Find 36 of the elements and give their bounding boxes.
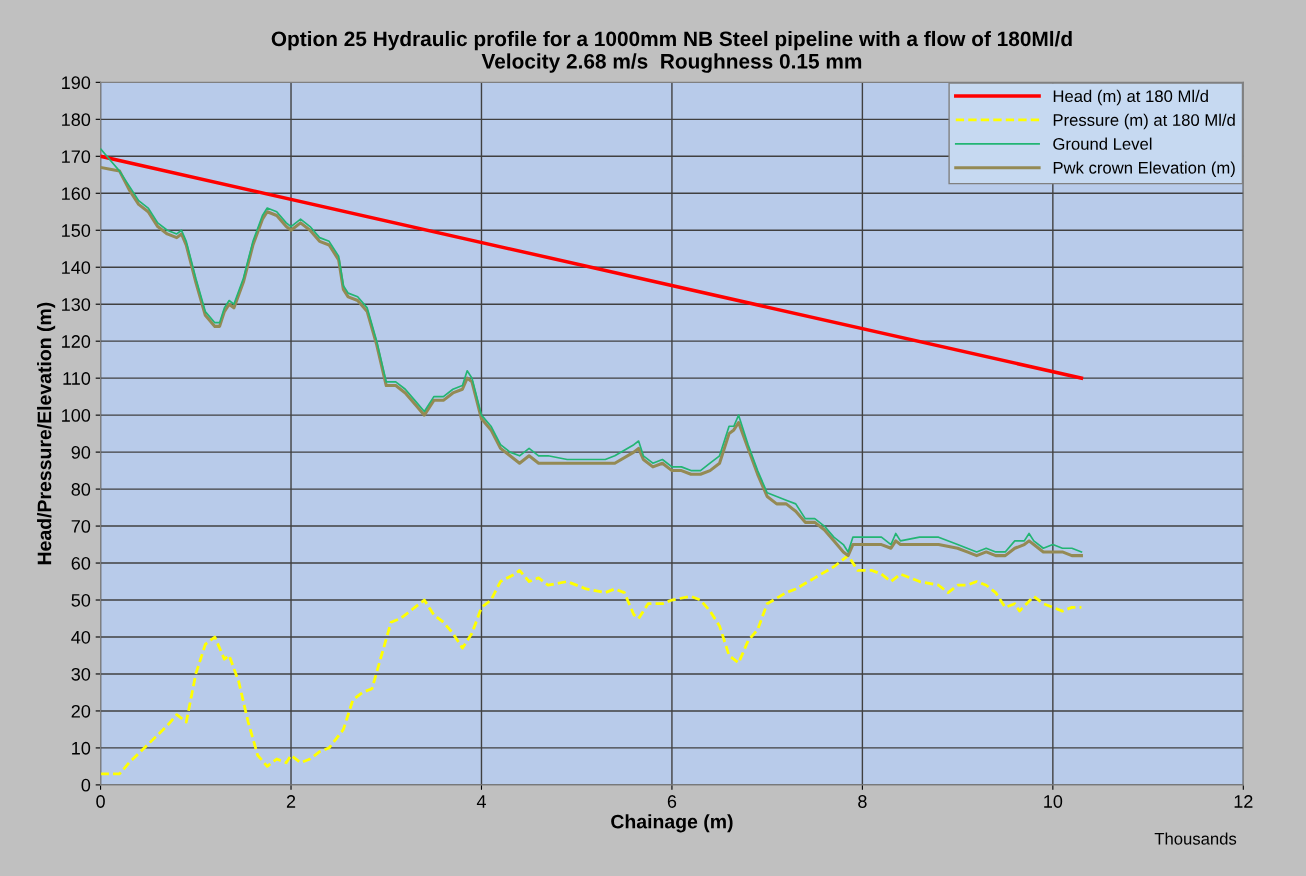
legend-label: Pressure (m) at 180 Ml/d <box>1053 113 1235 130</box>
y-tick-label: 40 <box>71 630 91 644</box>
y-tick-label: 190 <box>62 76 91 90</box>
x-tick-label: 2 <box>286 795 296 808</box>
y-axis-title: Head/Pressure/Elevation (m) <box>37 302 56 565</box>
x-tick-label: 0 <box>96 795 105 808</box>
legend-label: Head (m) at 180 Ml/d <box>1053 89 1208 106</box>
y-tick-label: 30 <box>71 667 91 681</box>
y-tick-label: 180 <box>62 113 91 127</box>
x-tick-label: 6 <box>667 795 677 808</box>
chart-title: Option 25 Hydraulic profile for a 1000mm NB Steel pipeline with a flow of 180Ml/d Velocity 2.68 m/s Roughness 0.15 mm <box>271 30 1072 73</box>
legend-label: Ground Level <box>1053 137 1152 150</box>
y-tick-label: 80 <box>71 483 91 496</box>
y-tick-label: 60 <box>71 556 91 570</box>
y-tick-label: 130 <box>62 298 91 311</box>
y-tick-label: 160 <box>62 187 91 200</box>
text: Thousands <box>1154 832 1237 845</box>
y-tick-label: 150 <box>62 224 91 237</box>
y-tick-label: 100 <box>62 409 91 422</box>
y-tick-label: 70 <box>71 520 91 533</box>
x-tick-label: 10 <box>1044 795 1063 808</box>
line-series <box>100 554 1083 776</box>
y-tick-label: 110 <box>63 372 91 385</box>
y-tick-label: 0 <box>81 778 91 792</box>
legend-label: Pwk crown Elevation (m) <box>1053 161 1235 177</box>
y-tick-label: 50 <box>71 593 91 607</box>
y-tick-label: 20 <box>71 704 91 718</box>
x-tick-label: 8 <box>858 795 867 808</box>
x-tick-label: 12 <box>1234 795 1253 808</box>
y-tick-label: 120 <box>62 335 91 348</box>
y-tick-label: 10 <box>72 741 91 755</box>
y-tick-label: 140 <box>62 261 91 274</box>
y-tick-label: 90 <box>71 446 91 459</box>
x-tick-label: 4 <box>476 795 486 808</box>
x-axis-title: Chainage (m) <box>611 814 733 833</box>
y-tick-label: 170 <box>62 150 91 164</box>
